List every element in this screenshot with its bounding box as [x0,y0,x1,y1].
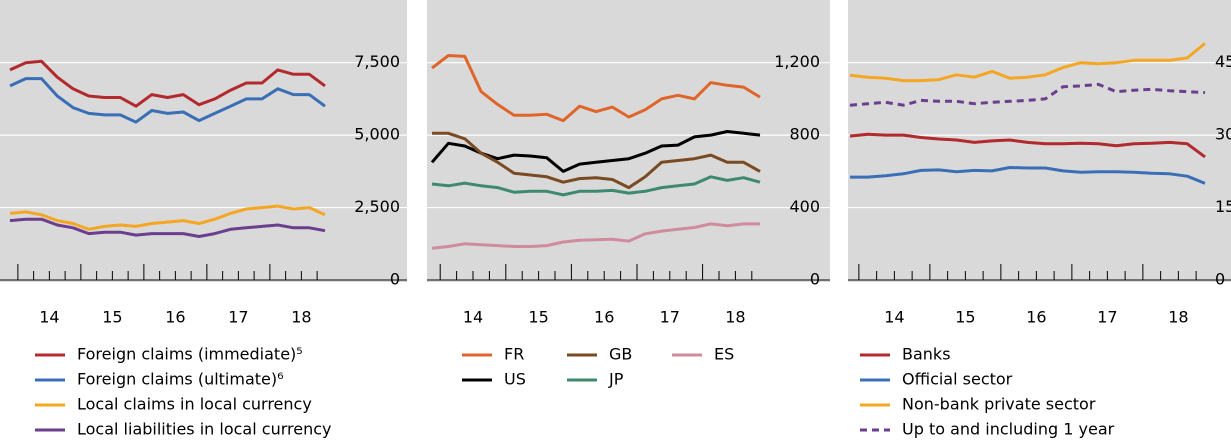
plot-background [848,0,1231,282]
x-tick-label: 18 [291,308,311,327]
legend-label: Official sector [902,370,1013,389]
legend-label: Foreign claims (immediate)⁵ [77,345,303,364]
line-series [849,82,1206,107]
line-series [849,132,1206,159]
legend-label: Local liabilities in local currency [77,420,331,439]
legend-label: Foreign claims (ultimate)⁶ [77,370,284,389]
legend-label: GB [609,345,632,364]
x-tick-label: 17 [660,308,680,327]
legend-label: Banks [902,345,951,364]
legend-label: Up to and including 1 year [902,420,1115,439]
y-tick-label: 0 [1215,270,1225,289]
legend-label: US [504,370,526,389]
legend-label: JP [608,370,624,389]
x-tick-label: 14 [39,308,59,327]
y-tick-label: 2,500 [354,197,400,216]
legend-label: FR [504,345,524,364]
y-tick-label: 800 [789,125,820,144]
line-series [9,59,326,108]
legend-label: ES [714,345,734,364]
y-tick-label: 400 [789,197,820,216]
y-tick-label: 0 [810,270,820,289]
y-tick-label: 450 [1215,52,1231,71]
line-series [9,217,326,238]
x-tick-label: 14 [463,308,483,327]
y-tick-label: 7,500 [354,52,400,71]
line-series [431,175,761,197]
y-tick-label: 150 [1215,197,1231,216]
line-series [431,222,760,250]
y-tick-label: 0 [390,270,400,289]
line-series [9,77,326,124]
x-tick-label: 16 [1026,308,1046,327]
x-tick-label: 18 [1168,308,1188,327]
line-series [431,54,761,123]
x-tick-label: 14 [884,308,904,327]
legend-label: Local claims in local currency [77,395,312,414]
x-tick-label: 16 [165,308,185,327]
y-tick-label: 300 [1215,125,1231,144]
line-series [9,204,326,231]
x-tick-label: 15 [955,308,975,327]
y-tick-label: 5,000 [354,125,400,144]
x-tick-label: 15 [528,308,548,327]
plot-background [0,0,407,282]
legend-label: Non-bank private sector [902,395,1096,414]
x-tick-label: 18 [725,308,745,327]
line-series [432,131,761,190]
x-tick-label: 15 [102,308,122,327]
line-series [850,166,1206,185]
x-tick-label: 17 [228,308,248,327]
x-tick-label: 16 [594,308,614,327]
y-tick-label: 1,200 [774,52,820,71]
x-tick-label: 17 [1097,308,1117,327]
plot-background [427,0,830,282]
line-series [849,42,1206,83]
